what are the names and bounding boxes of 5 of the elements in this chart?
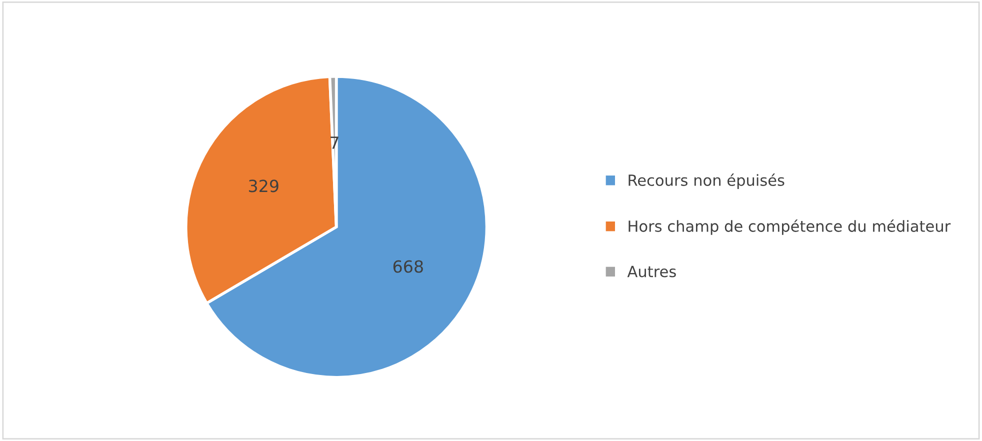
data-label: 329	[248, 180, 278, 192]
legend-label: Hors champ de compétence du médiateur	[628, 220, 951, 235]
legend-label: Recours non épuisés	[628, 174, 784, 189]
data-label: 668	[393, 260, 423, 273]
legend-label: Autres	[627, 266, 676, 278]
